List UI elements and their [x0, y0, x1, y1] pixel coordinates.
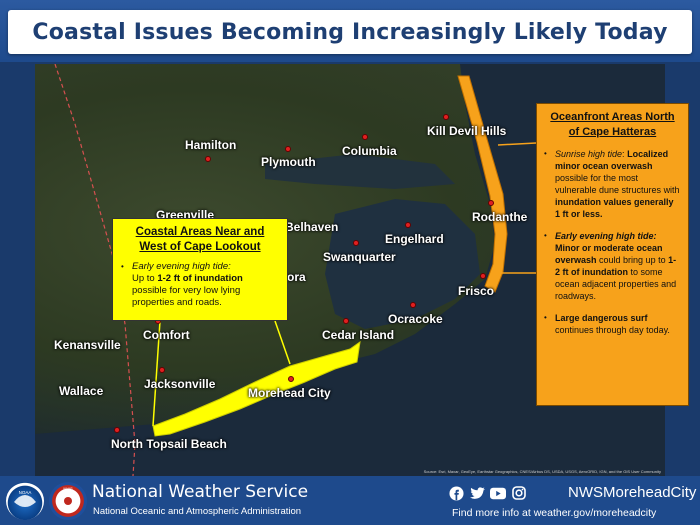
yellow-callout-heading: Coastal Areas Near and West of Cape Look…	[135, 226, 265, 253]
orange-b1-bold1: Localized minor ocean overwash	[555, 149, 669, 171]
yellow-bullet-text-2: possible for very low lying properties a…	[132, 285, 241, 308]
town-dot	[405, 222, 411, 228]
orange-bullet-1: • Sunrise high tide: Localized minor oce…	[544, 148, 681, 220]
bullet-icon: •	[544, 231, 547, 240]
bullet-icon: •	[544, 313, 547, 322]
nws-logo-text: NWS	[63, 486, 73, 491]
footer-bar: NOAA NWS National Weather Service Nation…	[0, 476, 700, 525]
town-label-jacksonville: Jacksonville	[144, 377, 216, 391]
town-label-wallace: Wallace	[59, 384, 104, 398]
pamlico-sound	[325, 199, 480, 329]
orange-bullet-2-text: Early evening high tide: Minor or modera…	[555, 230, 681, 302]
yellow-callout-bullet: • Early evening high tide: Up to 1-2 ft …	[121, 261, 279, 309]
town-label-morehead-city: Morehead City	[248, 386, 331, 400]
town-label-cedar-island: Cedar Island	[322, 328, 395, 342]
town-dot	[410, 302, 416, 308]
town-label-rodanthe: Rodanthe	[472, 210, 528, 224]
orange-b3-text: continues through day today.	[555, 325, 670, 335]
orange-b1-bold2: inundation values generally 1 ft or less…	[555, 197, 674, 219]
town-label-ocracoke: Ocracoke	[388, 312, 443, 326]
orange-b1-text: possible for the most vulnerable dune st…	[555, 173, 680, 195]
yellow-callout: Coastal Areas Near and West of Cape Look…	[112, 218, 288, 321]
orange-b2-text1: could bring up to	[596, 255, 669, 265]
orange-b2-bold2: 1-2 ft of inundation	[555, 255, 677, 277]
yellow-bullet-lead: Early evening high tide:	[132, 261, 231, 272]
orange-callout: Oceanfront Areas North of Cape Hatteras …	[536, 103, 689, 406]
social-icons	[448, 485, 527, 501]
town-label-kenansville: Kenansville	[54, 338, 121, 352]
agency-subtitle: National Oceanic and Atmospheric Adminis…	[93, 506, 302, 517]
orange-callout-heading: Oceanfront Areas North of Cape Hatteras	[550, 111, 675, 138]
town-label-kill-devil-hills: Kill Devil Hills	[427, 124, 507, 138]
yellow-leader-left	[152, 320, 161, 427]
ocean-area	[35, 64, 665, 476]
title-box: Coastal Issues Becoming Increasingly Lik…	[8, 10, 692, 54]
town-dot	[285, 146, 291, 152]
town-dot	[480, 273, 486, 279]
noaa-logo: NOAA	[6, 482, 44, 520]
town-label-plymouth: Plymouth	[261, 155, 316, 169]
town-dot	[343, 318, 349, 324]
albemarle-sound	[265, 154, 455, 189]
instagram-icon[interactable]	[511, 485, 527, 501]
facebook-icon[interactable]	[448, 485, 464, 501]
yellow-leader-right	[274, 320, 291, 365]
town-dot	[362, 134, 368, 140]
town-dot	[353, 240, 359, 246]
town-dot	[114, 427, 120, 433]
nws-logo: NWS	[49, 482, 87, 520]
map-shapes	[35, 64, 665, 476]
orange-b2-lead: Early evening high tide:	[555, 231, 657, 241]
orange-leader-top	[497, 142, 537, 146]
orange-bullet-3: • Large dangerous surf continues through…	[544, 312, 681, 336]
twitter-icon[interactable]	[469, 485, 485, 501]
orange-bullet-3-text: Large dangerous surf continues through d…	[555, 312, 681, 336]
town-dot	[288, 376, 294, 382]
map-attribution: Source: Esri, Maxar, GeoEye, Earthstar G…	[423, 469, 661, 474]
find-more-link[interactable]: Find more info at weather.gov/moreheadci…	[452, 507, 657, 519]
town-label-columbia: Columbia	[342, 144, 397, 158]
yellow-callout-bullet-text: Early evening high tide: Up to 1-2 ft of…	[132, 261, 279, 309]
orange-b2-bold1: Minor or moderate ocean overwash	[555, 243, 663, 265]
nws-logo-mark: NWS	[60, 486, 76, 509]
town-label-engelhard: Engelhard	[385, 232, 444, 246]
town-label-comfort: Comfort	[143, 328, 190, 342]
orange-b1-colon: :	[622, 149, 625, 159]
youtube-icon[interactable]	[490, 485, 506, 501]
town-label-ora: ora	[287, 270, 306, 284]
yellow-bullet-bold: 1-2 ft of inundation	[157, 273, 243, 284]
yellow-bullet-text-1: Up to	[132, 273, 158, 284]
yellow-inundation-zone	[152, 340, 361, 437]
town-dot	[488, 200, 494, 206]
town-dot	[443, 114, 449, 120]
orange-b1-lead: Sunrise high tide	[555, 149, 623, 159]
town-dot	[205, 156, 211, 162]
town-dot	[159, 367, 165, 373]
orange-bullet-2: • Early evening high tide: Minor or mode…	[544, 230, 681, 302]
town-label-belhaven: Belhaven	[285, 220, 339, 234]
page-title: Coastal Issues Becoming Increasingly Lik…	[32, 19, 668, 45]
agency-name: National Weather Service	[92, 482, 309, 502]
orange-overwash-zone	[457, 75, 508, 293]
orange-b2-text2: to some ocean adjacent properties and ro…	[555, 267, 677, 301]
town-label-hamilton: Hamilton	[185, 138, 237, 152]
town-label-north-topsail-beach: North Topsail Beach	[111, 437, 227, 451]
social-handle[interactable]: NWSMoreheadCity	[568, 484, 697, 501]
town-label-frisco: Frisco	[458, 284, 495, 298]
orange-b3-bold: Large dangerous surf	[555, 313, 648, 323]
town-label-swanquarter: Swanquarter	[323, 250, 396, 264]
bullet-icon: •	[121, 262, 124, 271]
noaa-logo-mark: NOAA	[14, 490, 36, 507]
orange-bullet-1-text: Sunrise high tide: Localized minor ocean…	[555, 148, 681, 220]
bullet-icon: •	[544, 149, 547, 158]
noaa-logo-text: NOAA	[19, 490, 32, 495]
header-bar: Coastal Issues Becoming Increasingly Lik…	[0, 0, 700, 62]
